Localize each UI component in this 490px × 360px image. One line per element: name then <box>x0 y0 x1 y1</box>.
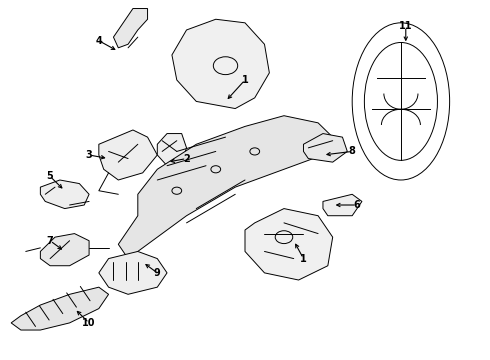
Text: 10: 10 <box>82 318 96 328</box>
Polygon shape <box>99 130 157 180</box>
Polygon shape <box>245 208 333 280</box>
Text: 9: 9 <box>154 268 161 278</box>
Polygon shape <box>172 19 270 109</box>
Text: 2: 2 <box>183 154 190 163</box>
Text: 11: 11 <box>399 21 413 31</box>
Text: 7: 7 <box>47 236 53 246</box>
Polygon shape <box>99 251 167 294</box>
Polygon shape <box>303 134 347 162</box>
Text: 6: 6 <box>354 200 361 210</box>
Text: 1: 1 <box>300 253 307 264</box>
Text: 8: 8 <box>349 147 356 157</box>
Text: 3: 3 <box>86 150 93 160</box>
Polygon shape <box>40 234 89 266</box>
Polygon shape <box>157 134 187 166</box>
Polygon shape <box>11 287 109 330</box>
Polygon shape <box>118 116 333 258</box>
Polygon shape <box>40 180 89 208</box>
Polygon shape <box>114 9 147 48</box>
Text: 5: 5 <box>47 171 53 181</box>
Text: 1: 1 <box>242 75 248 85</box>
Polygon shape <box>323 194 362 216</box>
Text: 4: 4 <box>96 36 102 46</box>
